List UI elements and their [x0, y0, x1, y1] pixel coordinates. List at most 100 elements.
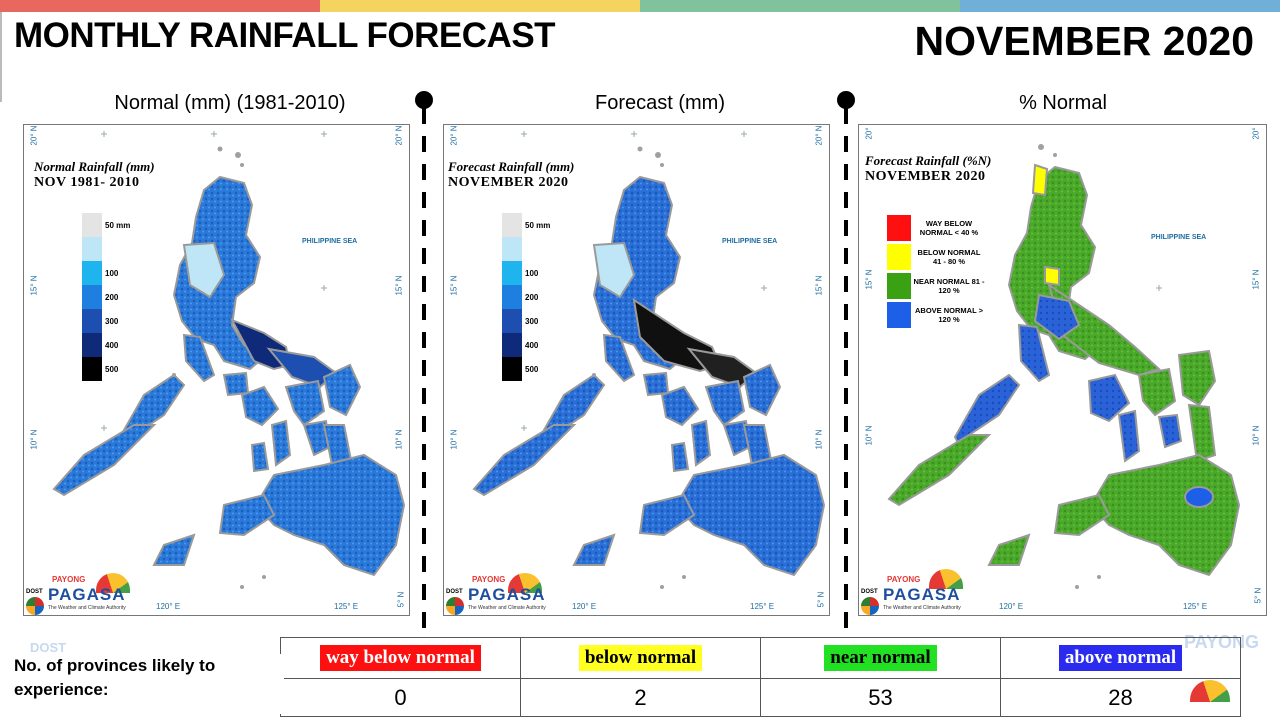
lat-label: 20° N [1251, 124, 1261, 140]
legend-swatch [502, 309, 522, 333]
logo-name: PAGASA [468, 585, 546, 604]
top-bar-segment [0, 0, 320, 12]
legend-entry: 50 mm [82, 213, 130, 237]
legend-label: 200 [525, 292, 539, 302]
legend-entry: 400 [82, 333, 118, 357]
lat-label: 15° N [29, 275, 39, 296]
category-label-way-below-normal: way below normal [320, 645, 481, 671]
legend-label: 500 [105, 364, 119, 374]
panel-label-forecast: Forecast (mm) [595, 92, 725, 114]
category-cell: below normal [520, 637, 761, 679]
philippines-map-forecast [472, 131, 826, 589]
legend-label: 100 [105, 268, 119, 278]
legend-label: 400 [105, 340, 119, 350]
provinces-count-row: 0 2 53 28 [280, 678, 1241, 717]
sea-label: PHILIPPINE SEA [302, 238, 358, 245]
map-panel-normal: Normal Rainfall (mm) NOV 1981- 2010 50 m… [23, 124, 410, 616]
map-title-line1: Normal Rainfall (mm) [34, 159, 155, 174]
logo-tagline: The Weather and Climate Authority [883, 605, 961, 611]
lat-label: 20° N [449, 125, 459, 146]
top-color-bar [0, 0, 1280, 12]
category-label-near-normal: near normal [824, 645, 937, 671]
legend-swatch [82, 333, 102, 357]
lon-label: 120° E [999, 602, 1024, 611]
legend-label: NEAR NORMAL 81 - 120 % [913, 277, 985, 295]
lat-label: 5° N [1253, 587, 1263, 604]
legend-swatch [502, 285, 522, 309]
legend-label: 100 [525, 268, 539, 278]
legend-label: 300 [525, 316, 539, 326]
map-title: Normal Rainfall (mm) NOV 1981- 2010 [34, 159, 155, 191]
logo-dost: DOST [861, 589, 878, 595]
pagasa-emblem-icon [446, 597, 464, 615]
map-title-line2: NOVEMBER 2020 [865, 169, 986, 184]
legend-label: ABOVE NORMAL > 120 % [915, 306, 983, 324]
legend-swatch [502, 333, 522, 357]
logo-dost: DOST [26, 589, 43, 595]
umbrella-icon [929, 569, 963, 589]
logo-name: PAGASA [883, 585, 961, 604]
map-panel-percent-normal: Forecast Rainfall (%N) NOVEMBER 2020 WAY… [858, 124, 1267, 616]
legend-swatch [887, 302, 911, 328]
forecast-month: NOVEMBER 2020 [914, 18, 1254, 64]
logo-payong: PAYONG [52, 575, 86, 584]
map-title: Forecast Rainfall (%N) NOVEMBER 2020 [865, 153, 991, 185]
legend-entry: 100 [82, 261, 118, 285]
page-title: MONTHLY RAINFALL FORECAST [14, 16, 556, 55]
top-bar-segment [640, 0, 960, 12]
legend-label: WAY BELOW NORMAL < 40 % [919, 219, 979, 237]
category-label-below-normal: below normal [578, 645, 703, 671]
legend-swatch [887, 215, 911, 241]
top-bar-segment [320, 0, 640, 12]
umbrella-icon [508, 573, 542, 593]
legend-swatch [502, 237, 522, 261]
logo-tagline: The Weather and Climate Authority [48, 605, 126, 611]
sea-label: PHILIPPINE SEA [722, 238, 778, 245]
top-bar-segment [960, 0, 1280, 12]
legend-swatch [82, 237, 102, 261]
legend-swatch [82, 357, 102, 381]
provinces-label: No. of provinces likely to experience: [14, 654, 284, 714]
legend-label: 300 [105, 316, 119, 326]
logo-dost: DOST [446, 589, 463, 595]
logo-payong: PAYONG [472, 575, 506, 584]
legend-swatch [82, 309, 102, 333]
pagasa-logo: PAYONG DOST PAGASA The Weather and Clima… [26, 575, 166, 615]
lat-label: 15° N [394, 275, 404, 296]
sea-label: PHILIPPINE SEA [1151, 234, 1207, 241]
lat-label: 5° N [816, 591, 826, 608]
legend-swatch [82, 213, 102, 237]
umbrella-icon [96, 573, 130, 593]
legend-swatch [502, 213, 522, 237]
lat-label: 10° N [1251, 425, 1261, 446]
legend-entry: 100 [502, 261, 538, 285]
panel-divider [422, 108, 426, 628]
lat-label: 10° N [814, 429, 824, 450]
lat-label: 15° N [814, 275, 824, 296]
provinces-table: way below normal below normal near norma… [280, 637, 1241, 717]
panel-label-normal: Normal (mm) (1981-2010) [114, 92, 346, 114]
legend-entry: 200 [82, 285, 118, 309]
lat-label: 10° N [864, 425, 874, 446]
pagasa-emblem-icon [861, 597, 879, 615]
lon-label: 125° E [1183, 602, 1208, 611]
left-edge-line [0, 12, 2, 102]
lon-label: 125° E [334, 602, 359, 611]
legend-entry: 50 mm [502, 213, 550, 237]
map-title-line1: Forecast Rainfall (%N) [865, 153, 992, 168]
legend-swatch [502, 261, 522, 285]
category-label-above-normal: above normal [1058, 645, 1183, 671]
legend-entry: 500 [82, 357, 118, 381]
lon-label: 125° E [750, 602, 775, 611]
count-near-normal: 53 [760, 678, 1001, 717]
pagasa-logo: PAYONG DOST PAGASA The Weather and Clima… [446, 575, 586, 615]
lat-label: 10° N [449, 429, 459, 450]
legend-entry: 300 [82, 309, 118, 333]
legend-entry [502, 237, 525, 261]
count-below-normal: 2 [520, 678, 761, 717]
count-above-normal: 28 [1000, 678, 1241, 717]
map-title-line2: NOV 1981- 2010 [34, 175, 140, 190]
legend-entry: 300 [502, 309, 538, 333]
lat-label: 20° N [864, 124, 874, 140]
legend-entry [82, 237, 105, 261]
